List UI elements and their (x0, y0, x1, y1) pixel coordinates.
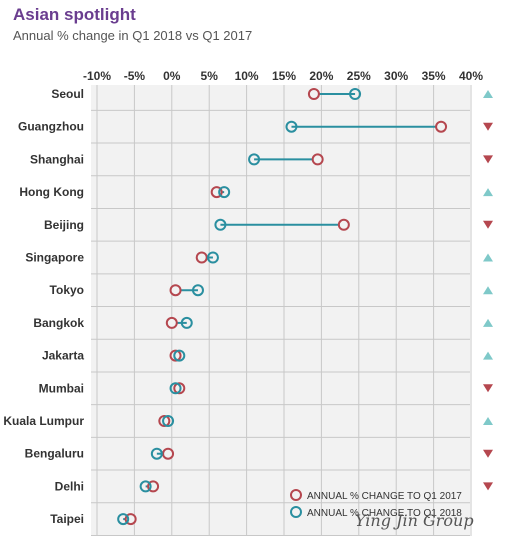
chart-row-singapore: Singapore (25, 251, 493, 265)
grid-lines (91, 85, 472, 536)
category-label: Tokyo (50, 283, 84, 297)
point-q1-2018 (169, 382, 182, 395)
category-label: Bangkok (33, 316, 84, 330)
legend-marker (290, 489, 302, 501)
point-q1-2018 (180, 316, 193, 329)
trend-up-icon (483, 90, 493, 98)
chart-row-mumbai: Mumbai (39, 381, 493, 395)
category-label: Singapore (25, 251, 84, 265)
chart-row-taipei: Taipei (50, 512, 137, 526)
trend-down-icon (483, 155, 493, 164)
point-q1-2018 (349, 88, 362, 100)
point-q1-2017 (195, 251, 208, 264)
chart-row-seoul: Seoul (51, 87, 493, 101)
chart-row-kuala-lumpur: Kuala Lumpur (3, 414, 493, 428)
legend-marker (290, 506, 302, 518)
point-q1-2018 (191, 284, 204, 297)
point-q1-2017 (165, 316, 178, 329)
point-q1-2017 (173, 382, 186, 395)
category-label: Seoul (51, 87, 84, 101)
point-q1-2017 (169, 349, 182, 362)
trend-down-icon (483, 449, 493, 458)
trend-down-icon (483, 482, 493, 491)
category-label: Beijing (44, 218, 84, 232)
plot-panel (91, 85, 470, 536)
chart-row-tokyo: Tokyo (50, 283, 493, 297)
x-tick-label: 10% (235, 69, 259, 83)
category-label: Jakarta (42, 349, 84, 363)
x-tick-label: 30% (384, 69, 408, 83)
x-tick-label: 0% (163, 69, 181, 83)
chart-rows: Seoul Guangzhou Shanghai Hong Kong Beijing Si… (3, 87, 493, 526)
x-tick-label: 20% (309, 69, 333, 83)
point-q1-2018 (248, 153, 261, 166)
point-q1-2017 (169, 284, 182, 297)
x-tick-label: 5% (201, 69, 219, 83)
x-tick-label: 15% (272, 69, 296, 83)
chart-row-hong-kong: Hong Kong (19, 185, 493, 199)
category-label: Taipei (50, 512, 84, 526)
trend-down-icon (483, 122, 493, 131)
point-q1-2018 (285, 120, 298, 133)
trend-up-icon (483, 318, 493, 327)
category-label: Kuala Lumpur (3, 414, 84, 428)
trend-up-icon (483, 286, 493, 295)
category-label: Bengaluru (25, 447, 84, 461)
x-tick-label: -10% (83, 69, 111, 83)
chart-row-bangkok: Bangkok (33, 316, 493, 330)
x-tick-label: 35% (422, 69, 446, 83)
category-label: Hong Kong (19, 185, 84, 199)
category-label: Shanghai (30, 152, 84, 166)
trend-down-icon (483, 384, 493, 393)
trend-up-icon (483, 351, 493, 360)
chart-row-bengaluru: Bengaluru (25, 447, 493, 461)
point-q1-2017 (162, 447, 175, 460)
chart-row-beijing: Beijing (44, 218, 493, 232)
point-q1-2017 (435, 120, 448, 133)
trend-up-icon (483, 253, 493, 262)
legend-label: ANNUAL % CHANGE TO Q1 2017 (307, 491, 462, 502)
category-label: Guangzhou (18, 120, 84, 134)
watermark: Ying Jin Group (355, 511, 474, 530)
category-label: Delhi (55, 479, 84, 493)
x-tick-labels: -10% -5% 0% 5% 10% 15% 20% 25% 30% 35% 40% (83, 69, 483, 83)
chart-row-shanghai: Shanghai (30, 152, 493, 166)
point-q1-2018 (139, 480, 152, 493)
point-q1-2018 (218, 186, 231, 199)
point-q1-2018 (162, 415, 175, 427)
point-q1-2018 (117, 513, 130, 526)
point-q1-2017 (307, 88, 320, 100)
chart-title: Asian spotlight (13, 5, 136, 24)
point-q1-2018 (214, 218, 227, 231)
point-q1-2017 (311, 153, 324, 166)
trend-up-icon (483, 188, 493, 197)
x-tick-label: -5% (124, 69, 146, 83)
point-q1-2018 (150, 447, 163, 460)
chart-row-jakarta: Jakarta (42, 349, 493, 363)
legend: ANNUAL % CHANGE TO Q1 2017 ANNUAL % CHANG… (290, 489, 462, 519)
legend-label: ANNUAL % CHANGE TO Q1 2018 (307, 508, 462, 519)
chart-row-guangzhou: Guangzhou (18, 120, 493, 134)
x-tick-label: 40% (459, 69, 483, 83)
trend-up-icon (483, 417, 493, 425)
point-q1-2017 (337, 218, 350, 231)
x-tick-label: 25% (347, 69, 371, 83)
chart-subtitle: Annual % change in Q1 2018 vs Q1 2017 (13, 28, 253, 43)
chart-row-delhi: Delhi (55, 479, 493, 493)
point-q1-2018 (173, 349, 186, 362)
point-q1-2018 (206, 251, 219, 264)
category-label: Mumbai (39, 381, 84, 395)
trend-down-icon (483, 220, 493, 229)
point-q1-2017 (158, 415, 171, 427)
